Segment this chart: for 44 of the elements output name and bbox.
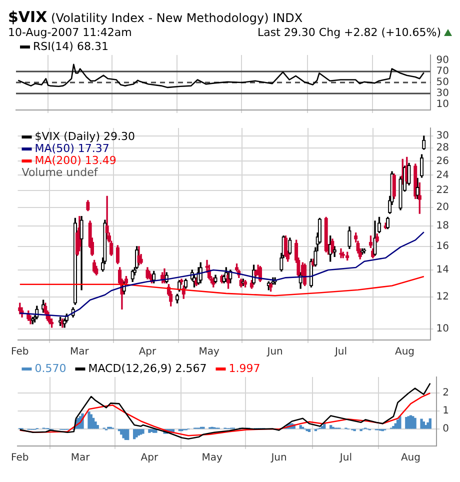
y-tick-label: 28 bbox=[436, 142, 450, 154]
x-tick-label: Jul bbox=[334, 346, 348, 358]
legend-label: 1.997 bbox=[228, 362, 260, 375]
legend-label: $VIX (Daily) 29.30 bbox=[34, 130, 135, 143]
x-tick-label: May bbox=[198, 346, 220, 358]
x-tick-label: Jun bbox=[270, 452, 287, 464]
y-tick-label: 30 bbox=[436, 88, 450, 100]
legend-label: MA(200) 13.49 bbox=[34, 154, 116, 167]
y-tick-label: 90 bbox=[436, 55, 450, 66]
x-tick-label: Jun bbox=[266, 346, 283, 358]
y-tick-label: 10 bbox=[436, 324, 450, 335]
y-tick-label: 30 bbox=[436, 130, 450, 142]
x-tick-label: Apr bbox=[140, 452, 159, 464]
x-tick-label: Jul bbox=[338, 452, 352, 464]
y-tick-label: 22 bbox=[436, 185, 450, 196]
y-tick-label: 1 bbox=[442, 406, 450, 417]
chart-title: $VIX (Volatility Index - New Methodology) INDX bbox=[8, 8, 303, 26]
y-tick-label: 16 bbox=[436, 241, 450, 252]
y-tick-label: 24 bbox=[436, 170, 450, 181]
x-tick-label: Feb bbox=[11, 452, 29, 464]
legend-label: MACD(12,26,9) 2.567 bbox=[88, 362, 207, 375]
x-tick-label: Aug bbox=[394, 346, 415, 358]
y-tick-label: 50 bbox=[436, 77, 450, 88]
y-tick-label: 26 bbox=[436, 156, 450, 167]
y-tick-label: 12 bbox=[436, 292, 450, 303]
x-tick-label: May bbox=[202, 452, 222, 464]
legend-label: MA(50) 17.37 bbox=[34, 142, 110, 155]
x-tick-label: Aug bbox=[400, 452, 420, 464]
x-tick-label: Feb bbox=[11, 346, 29, 358]
x-tick-label: Apr bbox=[138, 346, 158, 358]
y-tick-label: 0 bbox=[442, 424, 450, 435]
y-tick-label: 10 bbox=[436, 99, 450, 110]
y-tick-label: 18 bbox=[436, 220, 450, 232]
y-tick-label: 2 bbox=[442, 388, 450, 399]
chart-subtitle: 10-Aug-2007 11:42am bbox=[8, 26, 132, 39]
x-tick-label: Mar bbox=[70, 346, 90, 358]
y-tick-label: 14 bbox=[436, 264, 450, 276]
annotation: Volume undef bbox=[22, 166, 99, 179]
legend-label: 0.570 bbox=[34, 362, 66, 375]
y-tick-label: 20 bbox=[436, 202, 450, 213]
y-tick-label: 70 bbox=[436, 66, 450, 78]
x-tick-label: Mar bbox=[70, 452, 91, 464]
text: Last 29.30 Chg +2.82 (+10.65%) bbox=[258, 26, 441, 39]
legend-label: RSI(14) 68.31 bbox=[33, 40, 108, 53]
